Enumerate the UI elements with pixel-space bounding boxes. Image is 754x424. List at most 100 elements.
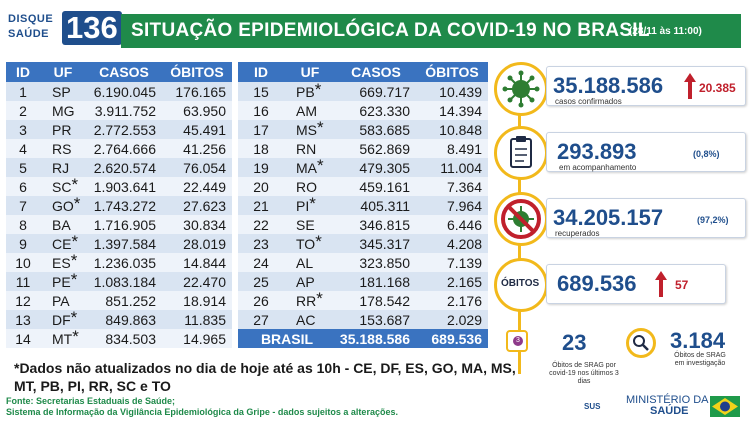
states-table-right: ID UF CASOS ÓBITOS 15 PB* 669.717 10.439 16 A… [238,62,488,348]
deaths-badge: ÓBITOS [494,258,548,312]
table-row: 1 SP 6.190.045 176.165 [6,82,232,101]
calendar-badge: 3 [513,336,523,346]
title-bar: SITUAÇÃO EPIDEMIOLÓGICA DA COVID-19 NO B… [121,14,741,48]
cell-uf: SC* [40,174,86,196]
not-updated-asterisk: * [71,174,79,194]
cell-uf-text: PB [296,83,315,100]
cell-uf-text: RR [296,292,317,309]
cell-casos: 181.168 [336,272,416,291]
table-row: 12 PA 851.252 18.914 [6,291,232,310]
cell-id: 9 [6,234,40,253]
cell-obitos: 76.054 [162,158,232,177]
magnifier-icon [626,328,656,358]
cell-obitos: 45.491 [162,120,232,139]
sus-logo: SUS [584,402,601,411]
not-updated-asterisk: * [317,155,324,175]
cell-obitos-text: 76.054 [183,159,226,176]
cell-casos-text: 405.311 [360,197,410,214]
cell-casos: 3.911.752 [86,101,162,120]
cell-id: 13 [6,310,40,329]
cell-obitos: 63.950 [162,101,232,120]
cell-uf-text: MA [296,159,317,176]
cell-obitos: 2.176 [416,291,488,310]
footer-logos: SUS MINISTÉRIO DA SAÚDE [570,390,750,420]
cell-id: 25 [238,272,284,291]
cell-casos: 323.850 [336,253,416,272]
cell-casos-text: 1.397.584 [93,235,156,252]
cell-obitos: 11.004 [416,158,488,177]
table-row: 26 RR* 178.542 2.176 [238,290,488,310]
cell-uf-text: SC [52,178,72,195]
table-header-row: ID UF CASOS ÓBITOS [238,62,488,82]
cell-obitos: 14.394 [416,101,488,120]
cell-casos: 345.317 [336,234,416,253]
recovered-card: 34.205.157 recuperados (97,2%) [546,198,746,238]
cell-id-text: 8 [19,216,27,233]
cell-uf-text: PA [52,292,70,309]
cell-uf-text: GO [52,197,74,214]
cell-obitos-text: 63.950 [183,102,226,119]
cell-obitos: 10.439 [416,82,488,101]
cell-casos: 1.903.641 [86,177,162,196]
cell-uf-text: MG [52,102,75,119]
table-row: 4 RS 2.764.666 41.256 [6,139,232,158]
cell-uf: MT* [40,328,86,348]
col-id: ID [238,62,284,82]
cell-id-text: 23 [253,235,269,252]
cell-id-text: 26 [253,292,269,309]
cell-id: 3 [6,120,40,139]
cell-obitos-text: 30.834 [183,216,226,233]
logo-number: 136 [62,11,122,45]
monitoring-value: 293.893 [557,139,637,164]
cell-casos: 1.743.272 [86,196,162,215]
table-row: 18 RN 562.869 8.491 [238,139,488,158]
cell-uf-text: AL [296,254,314,271]
confirmed-label: casos confirmados [555,97,622,106]
cell-uf: AM [284,101,336,120]
investigation-label: Óbitos de SRAG em investigação [674,352,726,367]
states-table-left: ID UF CASOS ÓBITOS 1 SP 6.190.045 176.165 2 M… [6,62,232,348]
not-updated-asterisk: * [70,307,78,327]
cell-id: 17 [238,120,284,139]
cell-uf: MS* [284,117,336,139]
cell-id-text: 12 [15,292,31,309]
table-header-row: ID UF CASOS ÓBITOS [6,62,232,82]
cell-obitos: 2.029 [416,310,488,329]
cell-uf: DF* [40,307,86,329]
source-line2: Sistema de Informação da Vigilância Epid… [6,407,398,417]
cell-obitos: 4.208 [416,234,488,253]
table-row: 19 MA* 479.305 11.004 [238,155,488,177]
cell-obitos-text: 4.208 [446,235,482,252]
cell-casos-text: 1.716.905 [93,216,156,233]
cell-casos: 2.620.574 [86,158,162,177]
confirmed-value: 35.188.586 [553,73,664,98]
deaths-delta: 57 [675,278,689,292]
cell-casos-text: 562.869 [359,140,410,157]
cell-uf: RR* [284,290,336,310]
cell-uf: MA* [284,155,336,177]
not-updated-asterisk: * [314,79,322,99]
cell-id-text: 2 [19,102,27,119]
ministry-line2: SAÚDE [650,405,689,417]
cell-uf-text: TO [296,235,316,252]
table-row: 25 AP 181.168 2.165 [238,272,488,291]
deaths-label: ÓBITOS [501,278,540,289]
not-updated-asterisk: * [317,117,324,137]
cell-uf-text: AP [296,273,315,290]
cell-id-text: 14 [15,330,31,347]
not-updated-asterisk: * [70,250,78,270]
cell-obitos-text: 22.470 [183,273,226,290]
table-row: 16 AM 623.330 14.394 [238,101,488,120]
cell-obitos: 10.848 [416,120,488,139]
cell-casos-text: 153.687 [359,311,410,328]
cell-casos-text: 346.815 [359,216,410,233]
page-title: SITUAÇÃO EPIDEMIOLÓGICA DA COVID-19 NO B… [131,20,650,41]
cell-id-text: 17 [253,121,269,138]
cell-uf-text: MT [52,330,73,347]
table-row: 6 SC* 1.903.641 22.449 [6,174,232,196]
cell-obitos-text: 22.449 [183,178,226,195]
cell-obitos: 6.446 [416,215,488,234]
cell-id-text: 25 [253,273,269,290]
cell-id: 15 [238,82,284,101]
srag-label: Óbitos de SRAG por covid-19 nos últimos … [549,362,619,385]
